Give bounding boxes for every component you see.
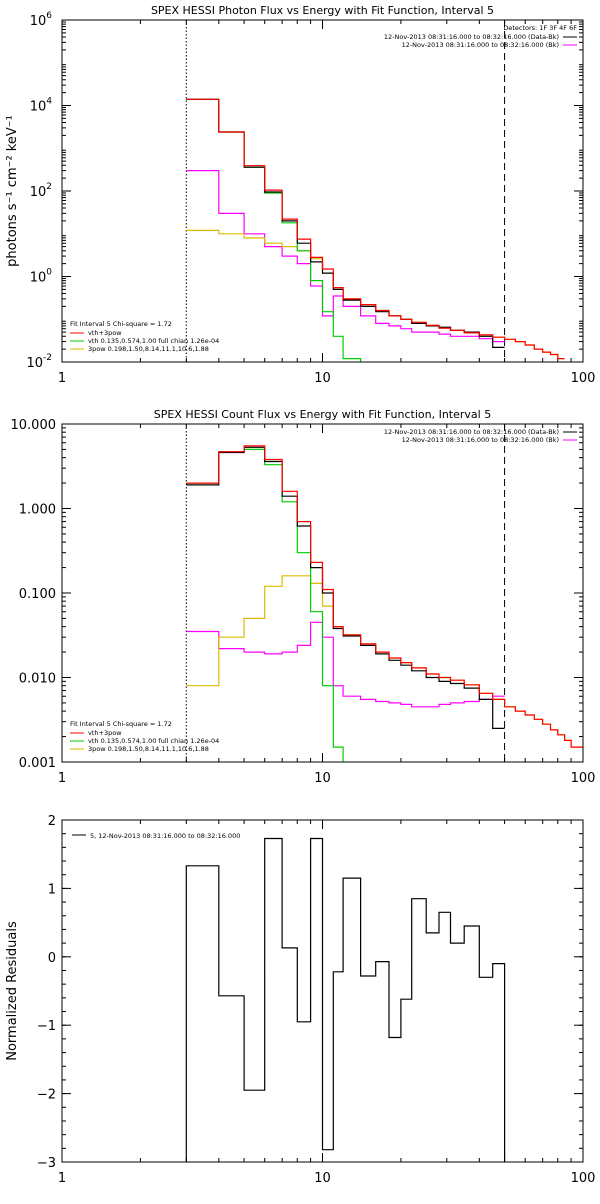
legend-label: 12-Nov-2013 08:31:16.000 to 08:32:16.000… (402, 41, 559, 49)
y-tick-label: 102 (30, 182, 52, 200)
y-tick-label: 0.001 (19, 756, 56, 771)
series-data-bk (186, 446, 505, 729)
series-bk (186, 621, 505, 708)
fit-legend-header: Fit Interval 5 Chi-square = 1.72 (70, 320, 172, 328)
x-tick-label: 1 (58, 1171, 66, 1186)
legend-header: Detectors: 1F 3F 4F 6F (503, 24, 577, 32)
plot-frame (61, 423, 584, 763)
plot-frame (61, 19, 584, 363)
y-tick-base: 10 (30, 14, 47, 29)
chart-title: SPEX HESSI Count Flux vs Energy with Fit… (154, 408, 491, 421)
y-tick-label: −1 (37, 1019, 56, 1034)
y-tick-base: 10 (26, 356, 43, 371)
y-tick-exponent: 0 (46, 268, 52, 278)
fit-legend-label: vth 0.135,0.574,1.00 full chian 1.26e-04 (88, 337, 219, 345)
y-tick-label: −2 (37, 1088, 56, 1103)
y-axis-label: Normalized Residuals (5, 921, 20, 1061)
y-tick-label: 100 (30, 268, 53, 286)
x-tick-label: 10 (314, 771, 331, 786)
series-vth-3pow (186, 445, 583, 748)
x-tick-label: 10 (314, 371, 331, 386)
y-tick-base: 10 (30, 185, 47, 200)
y-tick-label: 104 (30, 97, 53, 115)
chart-panel-2: SPEX HESSI Count Flux vs Energy with Fit… (11, 408, 596, 786)
y-tick-exponent: 4 (46, 97, 52, 107)
series-data-bk (186, 98, 505, 348)
fit-legend-label: vth+3pow (88, 329, 122, 337)
y-tick-label: 10.000 (11, 418, 57, 433)
y-tick-label: 2 (48, 814, 56, 829)
chart-title: SPEX HESSI Photon Flux vs Energy with Fi… (151, 4, 494, 17)
legend-label: 12-Nov-2013 08:31:16.000 to 08:32:16.000… (384, 33, 559, 41)
fit-legend-label: 3pow 0.198,1.50,8.14,11.1,10.6,1.88 (88, 345, 209, 353)
y-tick-label: −3 (37, 1156, 56, 1171)
chart-panel-3: 1 10 100 −3 −2 −1 0 1 2 Normalized Residuals 5, 12… (5, 814, 595, 1186)
y-tick-exponent: 2 (46, 182, 52, 192)
y-tick-exponent: 6 (46, 11, 52, 21)
series-vth-3pow (186, 98, 565, 360)
y-tick-label: 1 (48, 882, 56, 897)
x-tick-label: 1 (58, 371, 66, 386)
x-tick-label: 1 (58, 771, 66, 786)
x-minor-ticks (139, 424, 572, 762)
y-tick-label: 106 (30, 11, 53, 29)
fit-legend-header: Fit Interval 5 Chi-square = 1.72 (70, 720, 172, 728)
x-minor-ticks (139, 820, 572, 1162)
y-tick-label: 1.000 (19, 503, 56, 518)
x-tick-label: 100 (571, 1171, 596, 1186)
x-tick-label: 100 (571, 371, 596, 386)
y-tick-label: 0 (48, 951, 56, 966)
series-bk (186, 170, 505, 343)
fit-legend-label: vth 0.135,0.574,1.00 full chian 1.26e-04 (88, 737, 219, 745)
legend-label: 12-Nov-2013 08:31:16.000 to 08:32:16.000… (402, 436, 559, 444)
series-residuals (185, 837, 506, 1162)
x-minor-ticks (139, 20, 572, 362)
y-tick-label: 0.010 (19, 672, 56, 687)
y-tick-exponent: -2 (43, 353, 52, 363)
legend-label: 12-Nov-2013 08:31:16.000 to 08:32:16.000… (384, 428, 559, 436)
chart-panel-1: SPEX HESSI Photon Flux vs Energy with Fi… (5, 4, 595, 386)
y-tick-base: 10 (30, 100, 47, 115)
y-tick-label: 10-2 (26, 353, 52, 371)
y-axis-label: photons s⁻¹ cm⁻² keV⁻¹ (5, 115, 20, 267)
fit-legend-label: vth+3pow (88, 729, 122, 737)
legend-label: 5, 12-Nov-2013 08:31:16.000 to 08:32:16.… (90, 832, 240, 840)
x-tick-label: 10 (314, 1171, 331, 1186)
y-tick-label: 0.100 (19, 587, 56, 602)
series-3pow (186, 575, 583, 748)
plot-frame (61, 819, 584, 1163)
fit-legend-label: 3pow 0.198,1.50,8.14,11.1,10.6,1.88 (88, 745, 209, 753)
x-tick-label: 100 (571, 771, 596, 786)
y-tick-base: 10 (30, 271, 47, 286)
